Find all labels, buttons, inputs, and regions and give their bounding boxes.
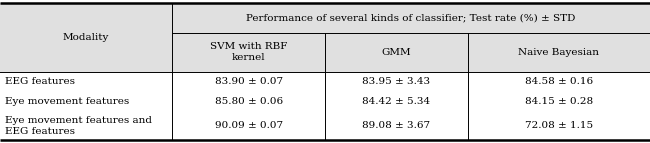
Text: 84.15 ± 0.28: 84.15 ± 0.28 xyxy=(525,97,593,106)
Bar xyxy=(0,72,650,92)
Text: 83.95 ± 3.43: 83.95 ± 3.43 xyxy=(363,77,430,86)
Text: Performance of several kinds of classifier; Test rate (%) ± STD: Performance of several kinds of classifi… xyxy=(246,13,576,22)
Text: 84.42 ± 5.34: 84.42 ± 5.34 xyxy=(363,97,430,106)
Text: SVM with RBF
kernel: SVM with RBF kernel xyxy=(210,42,287,62)
Text: GMM: GMM xyxy=(382,48,411,57)
Text: Modality: Modality xyxy=(63,33,109,42)
Text: Eye movement features: Eye movement features xyxy=(5,97,129,106)
Text: 90.09 ± 0.07: 90.09 ± 0.07 xyxy=(214,121,283,130)
Bar xyxy=(0,3,172,72)
Text: 85.80 ± 0.06: 85.80 ± 0.06 xyxy=(214,97,283,106)
Text: EEG features: EEG features xyxy=(5,77,75,86)
Text: 84.58 ± 0.16: 84.58 ± 0.16 xyxy=(525,77,593,86)
Text: 72.08 ± 1.15: 72.08 ± 1.15 xyxy=(525,121,593,130)
Bar xyxy=(172,3,650,33)
Text: 83.90 ± 0.07: 83.90 ± 0.07 xyxy=(214,77,283,86)
Text: 89.08 ± 3.67: 89.08 ± 3.67 xyxy=(363,121,430,130)
Text: Naive Bayesian: Naive Bayesian xyxy=(519,48,599,57)
Bar xyxy=(0,112,650,140)
Bar xyxy=(325,33,468,72)
Bar xyxy=(172,33,325,72)
Bar xyxy=(0,92,650,112)
Text: Eye movement features and
EEG features: Eye movement features and EEG features xyxy=(5,116,152,136)
Bar xyxy=(468,33,650,72)
